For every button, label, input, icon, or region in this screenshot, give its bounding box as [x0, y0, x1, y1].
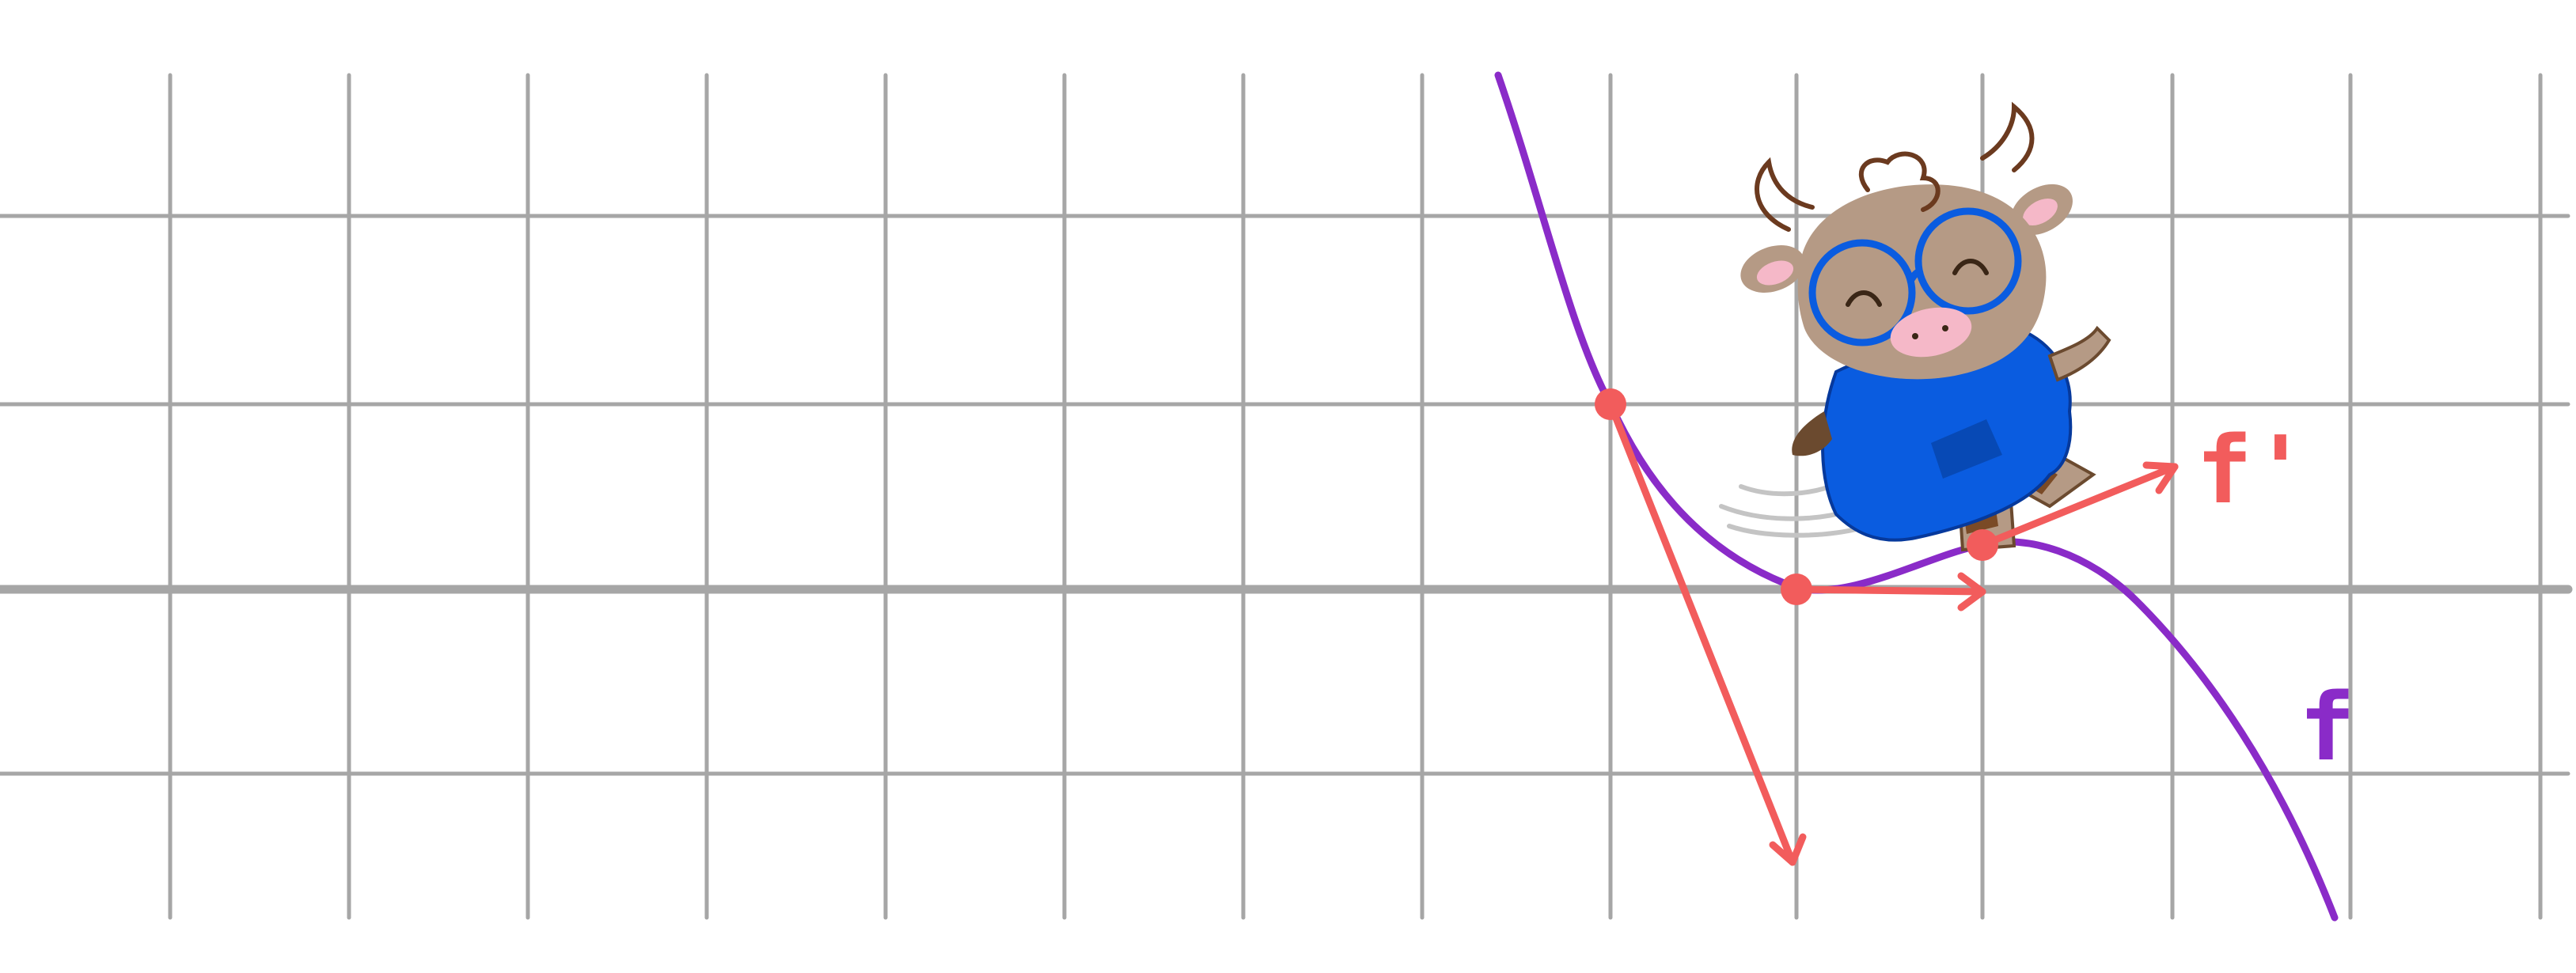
- glasses-left-lens: [1808, 239, 1916, 346]
- shirt-pocket: [1931, 419, 2002, 479]
- cow-snout: [1890, 307, 1972, 358]
- cow-ear-left-inner: [1756, 260, 1794, 286]
- cow-horn-right: [1980, 101, 2035, 172]
- cow-nostril: [1942, 325, 1948, 331]
- tangent-vector-rising: [1978, 463, 2179, 549]
- tangent-point: [1595, 388, 1626, 420]
- tangent-vector-steep: [1607, 400, 1796, 866]
- cow-ear-right-inner: [2023, 198, 2058, 226]
- function-curve: [1494, 71, 2339, 922]
- cow-arm-right: [2047, 325, 2111, 382]
- glasses-bridge: [1907, 268, 1924, 283]
- tangent-vector-flat: [1793, 585, 1986, 596]
- cow-arm-left: [1792, 411, 1832, 456]
- tangent-vectors: [1595, 388, 2179, 866]
- function-label: f: [2299, 672, 2355, 782]
- grid: [0, 73, 2573, 920]
- cow-nostril: [1912, 333, 1918, 339]
- cow-hair-tuft: [1858, 151, 1941, 212]
- tangent-point: [1781, 574, 1812, 605]
- tangent-point: [1967, 529, 1998, 561]
- glasses-right-lens: [1914, 207, 2022, 315]
- arrowhead-icon: [1957, 572, 1986, 611]
- cow-horn-left: [1755, 157, 1815, 232]
- cow-eye-right: [1952, 259, 1989, 275]
- derivative-label: f': [2196, 415, 2309, 524]
- cow-mascot-icon: [1719, 101, 2111, 552]
- cow-eye-left: [1846, 290, 1882, 307]
- arrowhead-icon: [1769, 833, 1807, 866]
- arrowhead-icon: [2142, 461, 2179, 494]
